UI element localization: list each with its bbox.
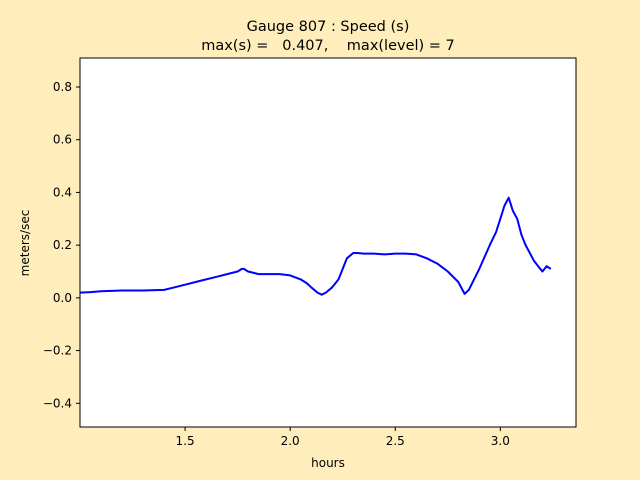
plot-frame	[79, 57, 577, 428]
x-axis-ticks: 1.5 2.0 2.5 3.0	[176, 427, 510, 448]
plot-area	[80, 58, 576, 427]
x-tick-label: 1.5	[176, 434, 195, 448]
x-axis-label: hours	[311, 456, 345, 470]
y-tick-label: 0.0	[53, 291, 72, 305]
y-tick-label: −0.4	[43, 396, 72, 410]
speed-series-line	[79, 196, 552, 296]
x-tick-label: 2.5	[386, 434, 405, 448]
chart-title-line2: max(s) = 0.407, max(level) = 7	[201, 38, 455, 54]
series-layer	[79, 196, 552, 296]
y-tick-label: 0.4	[53, 185, 72, 199]
chart-title-line1: Gauge 807 : Speed (s)	[247, 19, 410, 35]
y-tick-label: −0.2	[43, 344, 72, 358]
x-tick-label: 2.0	[281, 434, 300, 448]
x-tick-label: 3.0	[491, 434, 510, 448]
y-tick-label: 0.2	[53, 238, 72, 252]
y-tick-label: 0.6	[53, 133, 72, 147]
y-tick-label: 0.8	[53, 80, 72, 94]
y-axis-ticks: −0.4 −0.2 0.0 0.2 0.4 0.6 0.8	[43, 80, 80, 410]
y-axis-label: meters/sec	[18, 210, 32, 277]
